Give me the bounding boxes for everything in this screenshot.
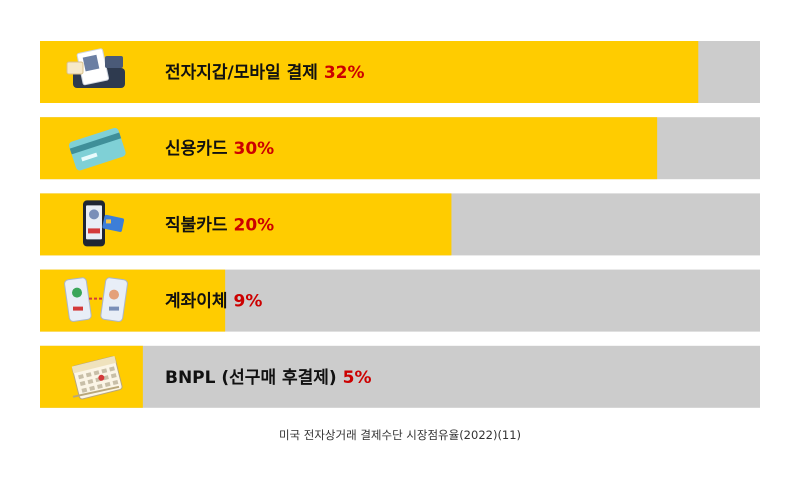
bar-row: 계좌이체 9%: [40, 269, 760, 332]
bar: [40, 117, 658, 180]
bar-track: [40, 345, 760, 408]
calendar-icon: [71, 355, 123, 400]
category-label: 신용카드 30%: [165, 139, 274, 159]
bar-row: BNPL (선구매 후결제) 5%: [40, 345, 760, 408]
bar-row: 직불카드 20%: [40, 193, 760, 256]
bar: [40, 41, 699, 103]
category-label: BNPL (선구매 후결제) 5%: [165, 367, 372, 388]
value-label: 20%: [233, 215, 274, 235]
category-name: 직불카드: [165, 215, 233, 235]
category-name: 신용카드: [165, 139, 233, 159]
value-label: 30%: [233, 139, 274, 159]
credit-card-icon: [68, 127, 126, 171]
chart-caption: 미국 전자상거래 결제수단 시장점유율(2022)(11): [278, 428, 522, 442]
category-label: 직불카드 20%: [165, 215, 274, 235]
value-label: 5%: [343, 368, 372, 388]
value-label: 9%: [233, 292, 262, 312]
category-name: BNPL (선구매 후결제): [165, 367, 343, 388]
category-label: 전자지갑/모바일 결제 32%: [165, 63, 365, 83]
category-name: 전자지갑/모바일 결제: [165, 63, 324, 83]
bar-row: 신용카드 30%: [40, 117, 760, 180]
phone-and-card-icon: [83, 200, 125, 247]
pos-terminal-qr-icon: [66, 48, 125, 88]
category-label: 계좌이체 9%: [165, 292, 262, 312]
bar-row: 전자지갑/모바일 결제 32%: [40, 41, 760, 103]
phone-transfer-icon: [64, 277, 128, 322]
value-label: 32%: [324, 63, 365, 83]
category-name: 계좌이체: [165, 292, 233, 312]
